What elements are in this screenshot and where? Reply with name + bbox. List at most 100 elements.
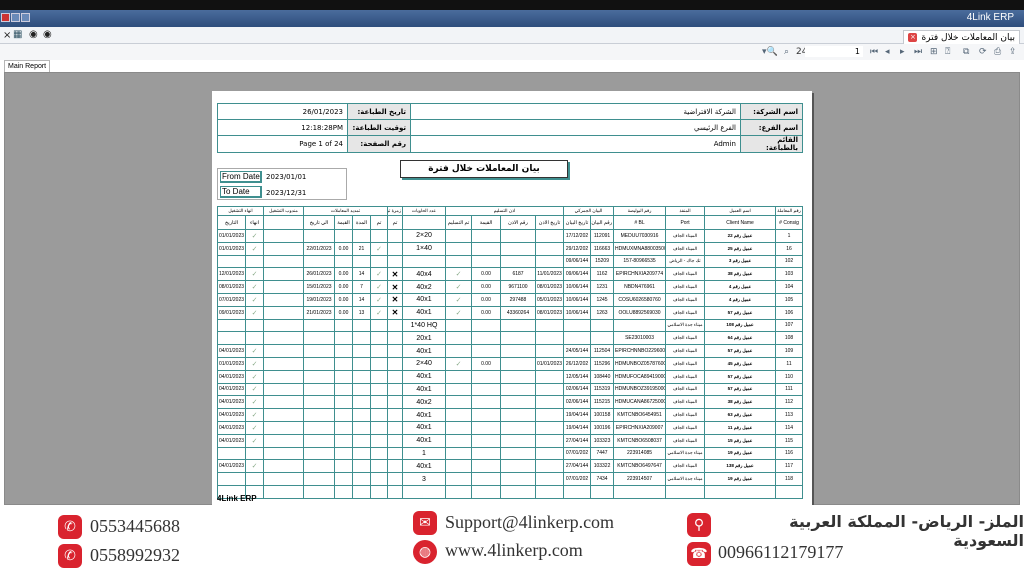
table-row[interactable]: 04/01/2023 ✓ 40x1 19/04/144 100196 EPIRCHNXIA… xyxy=(217,420,804,435)
grid-icon[interactable]: ▦ xyxy=(13,29,23,40)
table-cell xyxy=(534,344,565,358)
table-cell xyxy=(445,408,472,422)
next-page-button[interactable]: ▸ xyxy=(900,47,905,57)
table-cell: 22/01/2023 xyxy=(303,241,335,256)
table-cell xyxy=(534,369,565,384)
table-cell: ✓ xyxy=(370,267,388,282)
first-page-button[interactable]: ⏮ xyxy=(870,47,879,57)
table-cell: 113 xyxy=(775,408,804,422)
table-row[interactable]: 12/01/2023 ✓ 26/01/2023 0.00 14 ✓ ✕ 40x4 ✓ 0.00 61… xyxy=(217,267,804,282)
table-row[interactable]: 04/01/2023 ✓ 40x1 27/04/144 103323 KMTCNBO650… xyxy=(217,433,804,448)
table-cell xyxy=(500,484,536,499)
table-row[interactable]: 04/01/2023 ✓ 40x2 02/06/144 115215 HDMUCANA86… xyxy=(217,395,804,410)
table-cell: 19/04/144 xyxy=(563,420,592,435)
table-cell: 109 xyxy=(775,344,804,358)
table-cell xyxy=(500,433,536,448)
group-header: اسم العميل xyxy=(704,206,777,216)
table-cell: ✓ xyxy=(370,305,388,320)
table-cell: 223914507 xyxy=(613,472,667,486)
group-header: انهاء التشغيل xyxy=(217,206,264,216)
table-row[interactable]: 01/01/2023 ✓ 2×20 17/12/202 112091 MEDUU70309… xyxy=(217,229,804,243)
table-cell xyxy=(263,229,304,243)
table-cell: 29/12/202 xyxy=(563,241,592,256)
table-cell: 21 xyxy=(352,241,371,256)
page-number-input[interactable]: 1 xyxy=(805,46,863,57)
table-cell: 0.00 xyxy=(471,305,501,320)
table-cell xyxy=(334,484,353,499)
tree-icon[interactable]: ⊞ xyxy=(930,47,938,57)
table-cell: EPIRCHNNBO229600 xyxy=(613,344,667,358)
tab-main-report[interactable]: Main Report xyxy=(4,60,51,72)
table-cell: ✓ xyxy=(245,395,264,410)
table-cell xyxy=(387,382,403,397)
column-header: Port xyxy=(665,215,706,230)
table-cell xyxy=(334,446,353,461)
prev-page-button[interactable]: ◂ xyxy=(885,47,890,57)
table-row[interactable]: 09/06/144 15209 157-80966535 تك جاك - الريا… xyxy=(217,254,804,269)
table-cell: 106 xyxy=(775,305,804,320)
table-cell xyxy=(500,318,536,333)
copy-icon[interactable]: ⧉ xyxy=(963,47,970,57)
table-cell: 21/01/2023 xyxy=(303,305,335,320)
table-row[interactable]: 04/01/2023 ✓ 40x1 12/05/144 108440 HDMUFOCA89… xyxy=(217,369,804,384)
export-icon[interactable]: ⇪ xyxy=(1009,47,1017,57)
table-row[interactable]: 04/01/2023 ✓ 40x1 24/05/144 112504 EPIRCHNNBO… xyxy=(217,344,804,358)
print-icon[interactable]: ⎙ xyxy=(994,47,1002,57)
table-row[interactable]: 09/01/2023 ✓ 21/01/2023 0.00 13 ✓ ✕ 40x1 ✓ 0.00 43… xyxy=(217,305,804,320)
close-tab-icon[interactable]: × xyxy=(908,33,918,42)
table-row[interactable]: 3 07/01/202 7434 223914507 ميناء جدة الاسلام… xyxy=(217,472,804,486)
help-icon[interactable]: ⍰ xyxy=(945,47,951,57)
group-header: تمديد المعاملات xyxy=(303,206,388,216)
minimize-window-icon[interactable] xyxy=(21,13,30,22)
table-cell xyxy=(263,241,304,256)
table-row[interactable]: 01/01/2023 ✓ 22/01/2023 0.00 21 ✓ 1×40 29/12/20… xyxy=(217,241,804,256)
print-time-value: 12:18:28PM xyxy=(217,119,348,136)
hide-icon[interactable]: ◉ xyxy=(29,29,38,40)
table-cell: 112091 xyxy=(590,229,615,243)
table-cell: ✓ xyxy=(245,305,264,320)
table-row[interactable]: 1*40 HQ ميناء جدة الاسلامي عميل رقم 108 107 xyxy=(217,318,804,333)
table-row[interactable]: 20x1 SE23010003 الميناء الجاف عميل رقم 64 10… xyxy=(217,331,804,346)
table-row[interactable]: 1 07/01/202 7447 223914085 ميناء جدة الاسلام… xyxy=(217,446,804,461)
column-header: تم xyxy=(370,215,388,230)
empty-row xyxy=(217,484,804,499)
table-cell: تك جاك - الرياض xyxy=(665,254,706,269)
table-cell xyxy=(534,331,565,346)
table-row[interactable]: 01/01/2023 ✓ 2×40 ✓ 0.00 01/01/2023 26/12/202 1… xyxy=(217,356,804,371)
location-icon: ⚲ xyxy=(687,513,711,537)
restore-window-icon[interactable] xyxy=(11,13,20,22)
table-row[interactable]: 04/01/2023 ✓ 40x1 02/06/144 115319 HDMUNBOZ39… xyxy=(217,382,804,397)
table-cell: 0.00 xyxy=(471,356,501,371)
eye-icon[interactable]: ◉ xyxy=(43,29,52,40)
table-cell xyxy=(217,472,246,486)
table-cell: EPIRCHNXIA209007 xyxy=(613,420,667,435)
last-page-button[interactable]: ⏭ xyxy=(914,47,923,57)
table-cell: عميل رقم 57 xyxy=(704,305,777,320)
table-cell: 40x1 xyxy=(402,382,446,397)
table-cell: 04/01/2023 xyxy=(217,408,246,422)
find-icon[interactable]: ⌕ xyxy=(784,47,790,57)
table-cell xyxy=(352,254,371,269)
table-cell: 04/01/2023 xyxy=(217,369,246,384)
page-value: Page 1 of 24 xyxy=(217,135,348,153)
close-window-icon[interactable] xyxy=(1,13,10,22)
table-cell: 2×20 xyxy=(402,229,446,243)
zoom-icon[interactable]: ▾🔍 xyxy=(762,47,778,57)
table-cell xyxy=(500,395,536,410)
table-cell: 12/01/2023 xyxy=(217,267,246,282)
close-icon[interactable]: × xyxy=(3,30,12,41)
table-cell: الميناء الجاف xyxy=(665,292,706,307)
tab-report[interactable]: بيان المعاملات خلال فترة × xyxy=(903,30,1020,44)
table-cell: عميل رقم 19 xyxy=(704,446,777,461)
table-row[interactable]: 04/01/2023 ✓ 40x1 19/04/144 100158 KMTCNBO645… xyxy=(217,408,804,422)
refresh-icon[interactable]: ⟳ xyxy=(979,47,987,57)
column-header: تاريخ البيان xyxy=(563,215,592,230)
table-cell: 15/01/2023 xyxy=(303,280,335,294)
from-date-value: 2023/01/01 xyxy=(266,173,307,181)
table-cell: عميل رقم 38 xyxy=(704,267,777,282)
table-row[interactable]: 08/01/2023 ✓ 15/01/2023 0.00 7 ✓ ✕ 40x2 ✓ 0.00 967… xyxy=(217,280,804,294)
table-cell: 40x1 xyxy=(402,344,446,358)
table-row[interactable]: 07/01/2023 ✓ 19/01/2023 0.00 14 ✓ ✕ 40x1 ✓ 0.00 29… xyxy=(217,292,804,307)
table-cell: 103323 xyxy=(590,433,615,448)
table-row[interactable]: 04/01/2023 ✓ 40x1 27/04/144 103322 KMTCNBO649… xyxy=(217,459,804,474)
